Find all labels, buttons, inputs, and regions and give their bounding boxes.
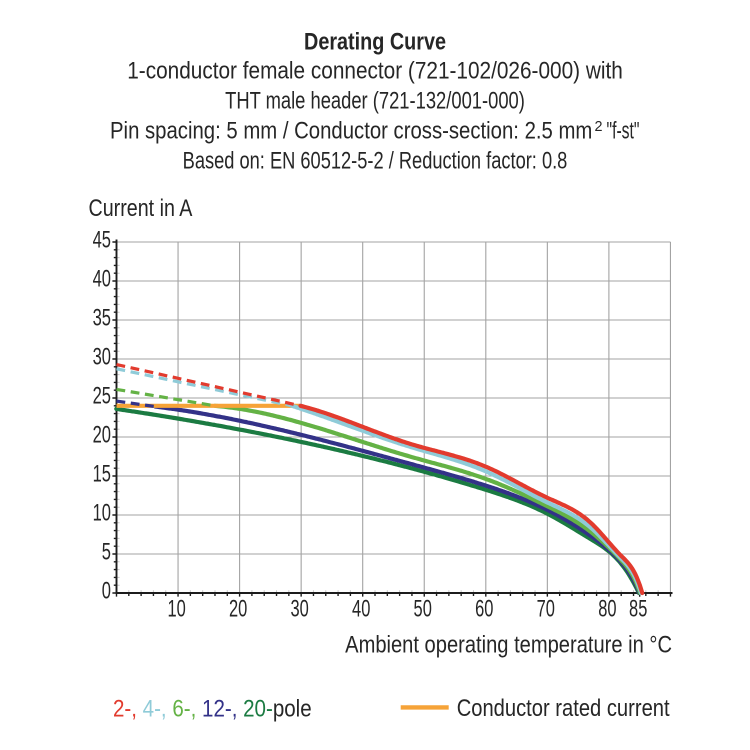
svg-text:20: 20 <box>93 422 111 449</box>
svg-text:40: 40 <box>352 596 370 623</box>
svg-text:30: 30 <box>290 596 308 623</box>
svg-text:Ambient operating temperature: Ambient operating temperature in °C <box>345 631 672 658</box>
svg-text:2: 2 <box>595 119 603 135</box>
svg-text:30: 30 <box>93 344 111 371</box>
svg-text:25: 25 <box>93 383 111 410</box>
svg-text:80: 80 <box>598 596 616 623</box>
svg-text:Pin spacing: 5 mm / Conductor: Pin spacing: 5 mm / Conductor cross-sect… <box>110 117 592 144</box>
svg-text:20: 20 <box>229 596 247 623</box>
svg-text:70: 70 <box>537 596 555 623</box>
svg-text:40: 40 <box>93 266 111 293</box>
svg-text:Current in A: Current in A <box>89 194 193 221</box>
svg-text:5: 5 <box>102 539 111 566</box>
svg-text:60: 60 <box>475 596 493 623</box>
svg-text:35: 35 <box>93 305 111 332</box>
svg-text:10: 10 <box>167 596 185 623</box>
svg-text:2-, 4-, 6-, 12-, 20-pole: 2-, 4-, 6-, 12-, 20-pole <box>113 695 312 722</box>
svg-text:0: 0 <box>102 578 111 605</box>
svg-text:Derating Curve: Derating Curve <box>304 28 446 55</box>
svg-text:50: 50 <box>414 596 432 623</box>
svg-text:1-conductor female connector (: 1-conductor female connector (721-102/02… <box>127 57 623 84</box>
svg-text:85: 85 <box>629 596 647 623</box>
svg-text:"f-st": "f-st" <box>607 118 640 144</box>
svg-text:THT male header (721-132/001-0: THT male header (721-132/001-000) <box>225 87 525 114</box>
svg-text:10: 10 <box>93 500 111 527</box>
svg-text:15: 15 <box>93 461 111 488</box>
svg-text:Conductor rated current: Conductor rated current <box>457 694 670 721</box>
svg-text:Based on: EN 60512-5-2 / Reduc: Based on: EN 60512-5-2 / Reduction facto… <box>183 147 568 174</box>
svg-text:45: 45 <box>93 227 111 254</box>
